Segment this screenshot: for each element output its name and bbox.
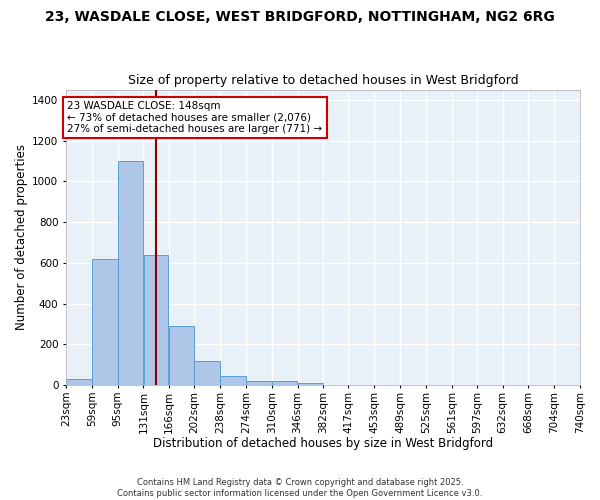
- Bar: [143, 254, 169, 385]
- Bar: [298, 383, 323, 385]
- Bar: [194, 360, 220, 385]
- Text: 23 WASDALE CLOSE: 148sqm
← 73% of detached houses are smaller (2,076)
27% of sem: 23 WASDALE CLOSE: 148sqm ← 73% of detach…: [67, 101, 323, 134]
- Text: 23, WASDALE CLOSE, WEST BRIDGFORD, NOTTINGHAM, NG2 6RG: 23, WASDALE CLOSE, WEST BRIDGFORD, NOTTI…: [45, 10, 555, 24]
- Y-axis label: Number of detached properties: Number of detached properties: [15, 144, 28, 330]
- X-axis label: Distribution of detached houses by size in West Bridgford: Distribution of detached houses by size …: [153, 437, 493, 450]
- Bar: [272, 380, 298, 385]
- Text: Contains HM Land Registry data © Crown copyright and database right 2025.
Contai: Contains HM Land Registry data © Crown c…: [118, 478, 482, 498]
- Bar: [66, 379, 92, 385]
- Bar: [220, 376, 246, 385]
- Bar: [246, 380, 272, 385]
- Bar: [118, 161, 143, 385]
- Bar: [169, 326, 194, 385]
- Bar: [92, 259, 118, 385]
- Title: Size of property relative to detached houses in West Bridgford: Size of property relative to detached ho…: [128, 74, 518, 87]
